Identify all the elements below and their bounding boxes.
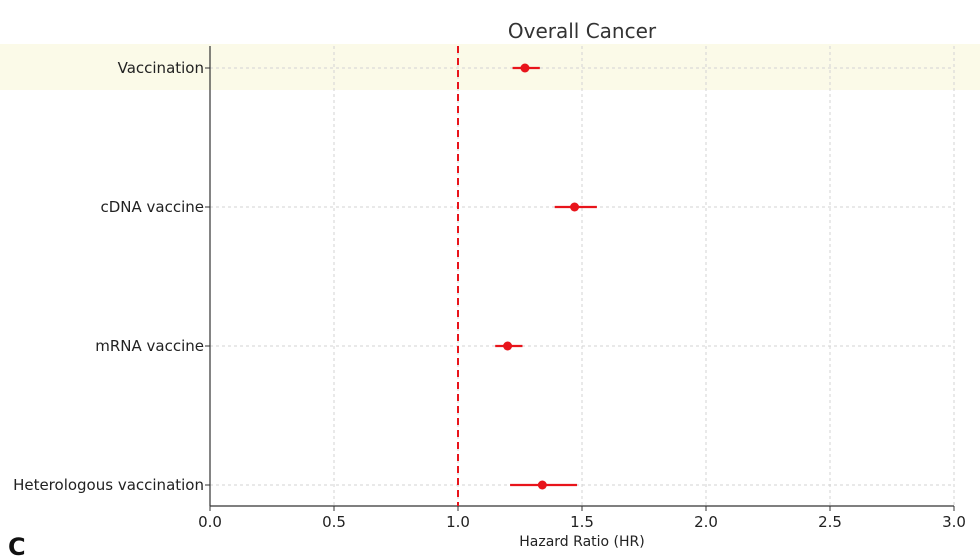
category-label: Heterologous vaccination — [13, 476, 204, 494]
hr-point — [570, 202, 580, 212]
x-tick-label: 0.0 — [198, 513, 222, 531]
chart-title: Overall Cancer — [508, 19, 657, 43]
hr-point — [520, 63, 530, 73]
y-categories: Vaccination cDNA vaccine mRNA vaccine Heter… — [13, 59, 210, 494]
x-tick-label: 2.0 — [694, 513, 718, 531]
x-tick-label: 1.0 — [446, 513, 470, 531]
hr-point — [503, 341, 513, 351]
x-tick-label: 3.0 — [942, 513, 966, 531]
category-label: Vaccination — [118, 59, 204, 77]
x-ticks: 0.0 0.5 1.0 1.5 2.0 2.5 3.0 — [198, 506, 966, 531]
x-tick-label: 1.5 — [570, 513, 594, 531]
grid — [209, 46, 955, 506]
panel-label: C — [8, 533, 26, 560]
data-marks — [457, 46, 597, 506]
x-tick-label: 0.5 — [322, 513, 346, 531]
category-label: mRNA vaccine — [95, 337, 204, 355]
x-axis-label: Hazard Ratio (HR) — [519, 534, 644, 550]
highlight-band-vaccination — [0, 44, 980, 90]
x-tick-label: 2.5 — [818, 513, 842, 531]
category-label: cDNA vaccine — [100, 198, 204, 216]
hr-point — [537, 480, 547, 490]
